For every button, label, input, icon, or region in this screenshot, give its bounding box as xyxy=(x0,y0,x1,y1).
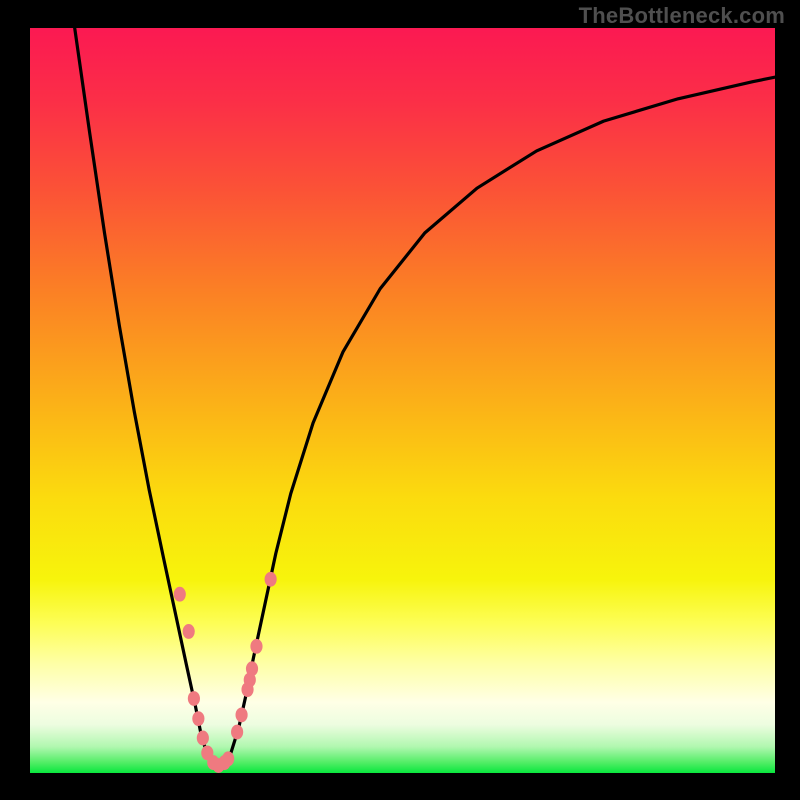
curve-marker xyxy=(188,691,200,706)
curve-marker xyxy=(222,751,234,766)
curve-marker xyxy=(265,572,277,587)
curve-marker xyxy=(236,707,248,722)
watermark-text: TheBottleneck.com xyxy=(579,3,785,29)
curve-marker xyxy=(174,587,186,602)
curve-marker xyxy=(231,725,243,740)
curve-marker xyxy=(246,661,258,676)
chart-background xyxy=(30,28,775,773)
curve-marker xyxy=(197,731,209,746)
curve-marker xyxy=(192,711,204,726)
curve-marker xyxy=(183,624,195,639)
chart-svg xyxy=(30,28,775,773)
curve-marker xyxy=(250,639,262,654)
chart-frame xyxy=(30,28,775,773)
